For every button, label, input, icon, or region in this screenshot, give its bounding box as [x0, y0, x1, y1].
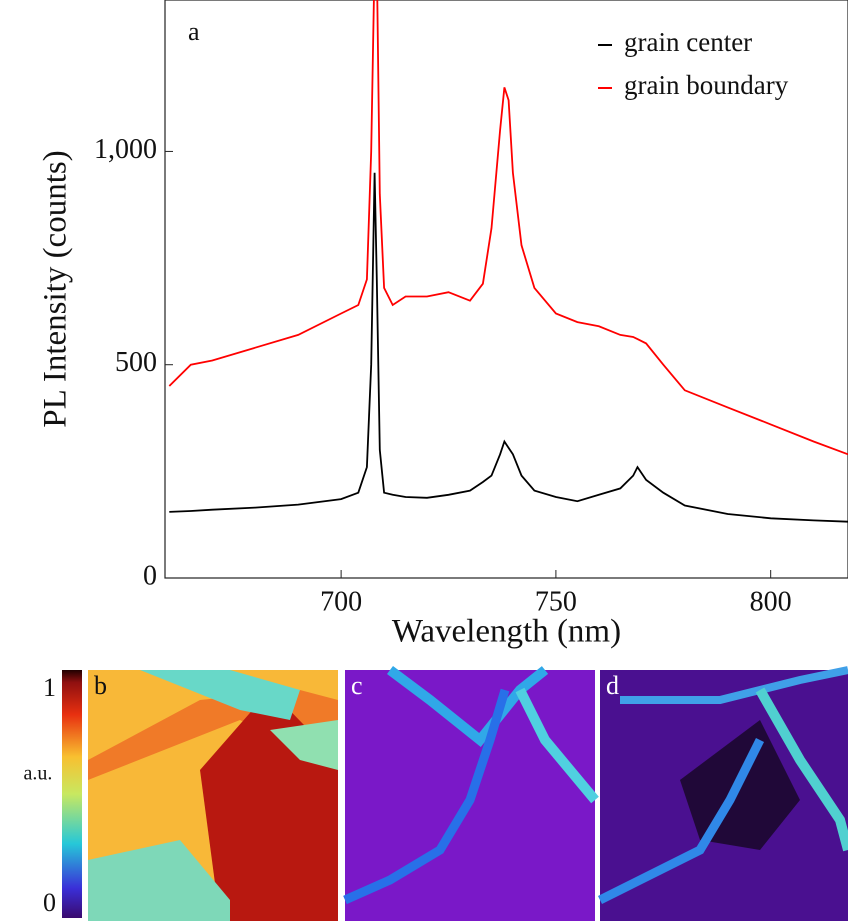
map-region: [140, 670, 300, 720]
colorbar-tick-label: 1: [43, 673, 56, 702]
x-tick-label: 800: [750, 586, 792, 617]
y-tick-label: 0: [143, 560, 157, 591]
map-boundary: [387, 666, 549, 748]
spectrum-panel: 0 500 1,000 700 750 800 Wavelength (nm) PL Inte…: [38, 0, 848, 650]
legend-label: grain center: [624, 27, 752, 57]
y-axis-title: PL Intensity (counts): [38, 150, 74, 427]
map-d: d: [597, 666, 848, 921]
map-boundary: [755, 687, 848, 852]
x-tick-label: 700: [320, 586, 362, 617]
series-line: [169, 172, 848, 523]
panel-label: a: [188, 17, 200, 46]
series-line: [168, 0, 848, 456]
map-label: c: [351, 671, 363, 700]
map-region: [88, 840, 230, 921]
map-c: c: [343, 666, 599, 921]
x-tick-label: 750: [535, 586, 577, 617]
map-boundary: [597, 737, 765, 905]
y-tick-label: 500: [115, 347, 157, 378]
colorbar-label: a.u.: [24, 763, 53, 785]
map-label: d: [606, 671, 619, 700]
map-boundary: [515, 687, 599, 804]
y-tick-label: 1,000: [94, 134, 157, 165]
plot-frame: [164, 0, 848, 579]
map-region: [270, 720, 338, 770]
map-label: b: [94, 671, 107, 700]
legend-label: grain boundary: [624, 70, 789, 100]
colorbar-gradient: [62, 670, 82, 918]
map-b: b: [88, 670, 338, 921]
map-boundary: [343, 688, 510, 905]
colorbar: a.u.: [24, 670, 82, 918]
colorbar-tick-label: 0: [43, 888, 56, 917]
x-axis-title: Wavelength (nm): [392, 614, 621, 650]
